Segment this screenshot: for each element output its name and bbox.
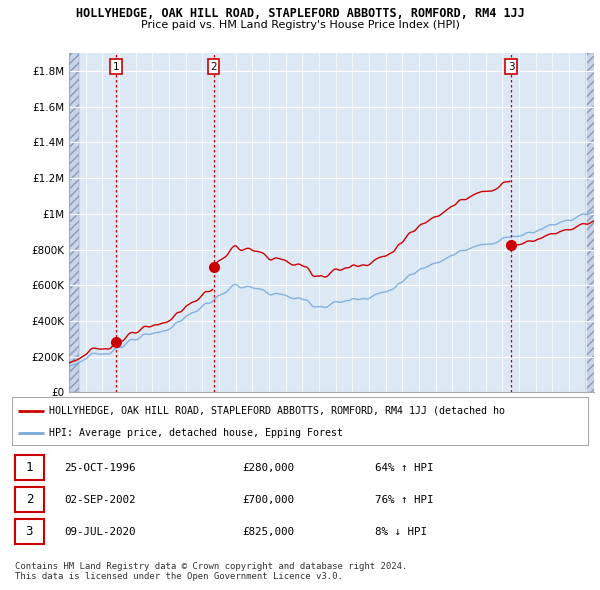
Text: HOLLYHEDGE, OAK HILL ROAD, STAPLEFORD ABBOTTS, ROMFORD, RM4 1JJ: HOLLYHEDGE, OAK HILL ROAD, STAPLEFORD AB…: [76, 7, 524, 20]
Text: 3: 3: [508, 62, 514, 71]
Bar: [69, 53, 79, 392]
Bar: [586, 53, 600, 392]
Text: 25-OCT-1996: 25-OCT-1996: [64, 463, 136, 473]
Text: 02-SEP-2002: 02-SEP-2002: [64, 495, 136, 505]
Text: HOLLYHEDGE, OAK HILL ROAD, STAPLEFORD ABBOTTS, ROMFORD, RM4 1JJ (detached ho: HOLLYHEDGE, OAK HILL ROAD, STAPLEFORD AB…: [49, 405, 505, 415]
Text: HPI: Average price, detached house, Epping Forest: HPI: Average price, detached house, Eppi…: [49, 428, 343, 438]
Text: £700,000: £700,000: [242, 495, 295, 505]
Text: 8% ↓ HPI: 8% ↓ HPI: [375, 527, 427, 537]
Text: Price paid vs. HM Land Registry's House Price Index (HPI): Price paid vs. HM Land Registry's House …: [140, 20, 460, 30]
Text: £280,000: £280,000: [242, 463, 295, 473]
Bar: [586, 53, 600, 392]
Text: 2: 2: [26, 493, 33, 506]
Text: Contains HM Land Registry data © Crown copyright and database right 2024.
This d: Contains HM Land Registry data © Crown c…: [15, 562, 407, 581]
Text: 64% ↑ HPI: 64% ↑ HPI: [375, 463, 433, 473]
Bar: [69, 53, 79, 392]
Text: £825,000: £825,000: [242, 527, 295, 537]
Text: 76% ↑ HPI: 76% ↑ HPI: [375, 495, 433, 505]
Text: 09-JUL-2020: 09-JUL-2020: [64, 527, 136, 537]
Text: 1: 1: [113, 62, 119, 71]
Text: 1: 1: [26, 461, 33, 474]
Text: 3: 3: [26, 525, 33, 538]
Text: 2: 2: [210, 62, 217, 71]
